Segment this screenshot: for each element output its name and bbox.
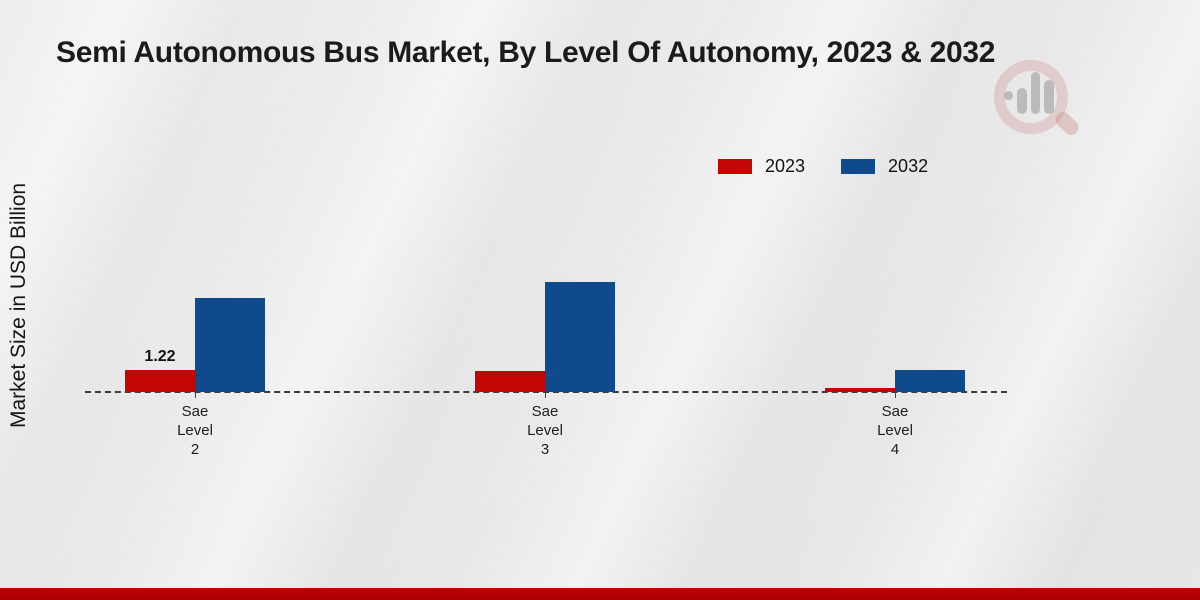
bar-2032-sae-level-3 [545,282,615,392]
bar-2032-sae-level-2 [195,298,265,392]
magnifier-lens-icon [994,60,1068,134]
bar-2023-sae-level-3 [475,371,545,392]
x-axis-tick [195,393,196,398]
bar-2023-sae-level-4 [825,387,895,392]
chart-title: Semi Autonomous Bus Market, By Level Of … [56,36,996,69]
x-axis-category-label: Sae Level 2 [177,403,213,458]
brand-watermark [992,56,1084,144]
x-axis-baseline [85,391,1007,393]
legend: 2023 2032 [718,156,928,177]
legend-label-2023: 2023 [765,156,806,176]
legend-label-2032: 2032 [888,156,929,176]
x-axis-category-label: Sae Level 3 [527,403,563,458]
bar-2032-sae-level-4 [895,370,965,392]
footer-accent-bar [0,588,1200,600]
bar-2023-sae-level-2 [125,370,195,392]
legend-swatch-2023 [718,159,752,174]
x-axis-category-label: Sae Level 4 [877,403,913,458]
x-axis-tick [895,393,896,398]
bar-value-label: 1.22 [144,348,176,366]
legend-swatch-2032 [841,159,876,174]
x-axis-tick [545,393,546,398]
